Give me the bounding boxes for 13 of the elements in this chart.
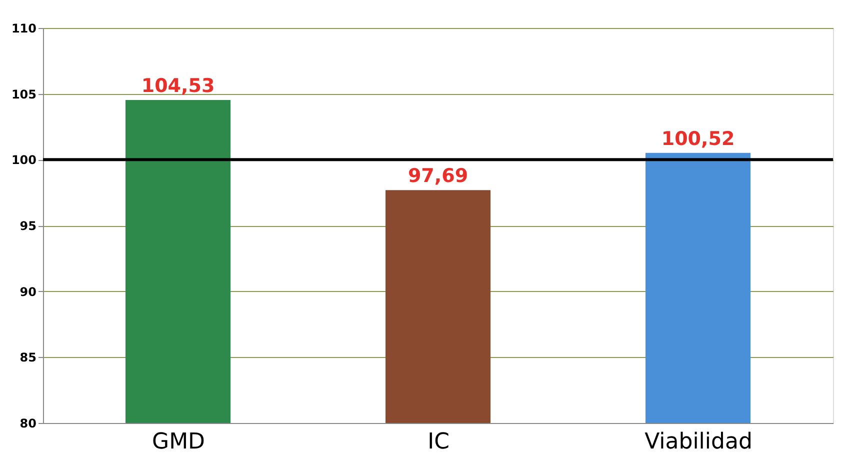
y-tick-label: 105 xyxy=(11,87,36,102)
x-tick-label: Viabilidad xyxy=(644,430,752,454)
data-label: 104,53 xyxy=(141,75,215,98)
x-tick-label: IC xyxy=(428,430,450,454)
y-tick-label: 95 xyxy=(20,219,36,233)
data-label: 97,69 xyxy=(408,165,468,188)
y-tick-label: 85 xyxy=(20,350,36,365)
y-tick-label: 90 xyxy=(20,284,36,299)
y-tick-label: 80 xyxy=(20,416,36,430)
y-tick-label: 100 xyxy=(11,153,36,168)
data-label: 100,52 xyxy=(661,128,735,150)
y-tick-label: 110 xyxy=(11,22,36,36)
x-tick-label: GMD xyxy=(152,430,205,454)
